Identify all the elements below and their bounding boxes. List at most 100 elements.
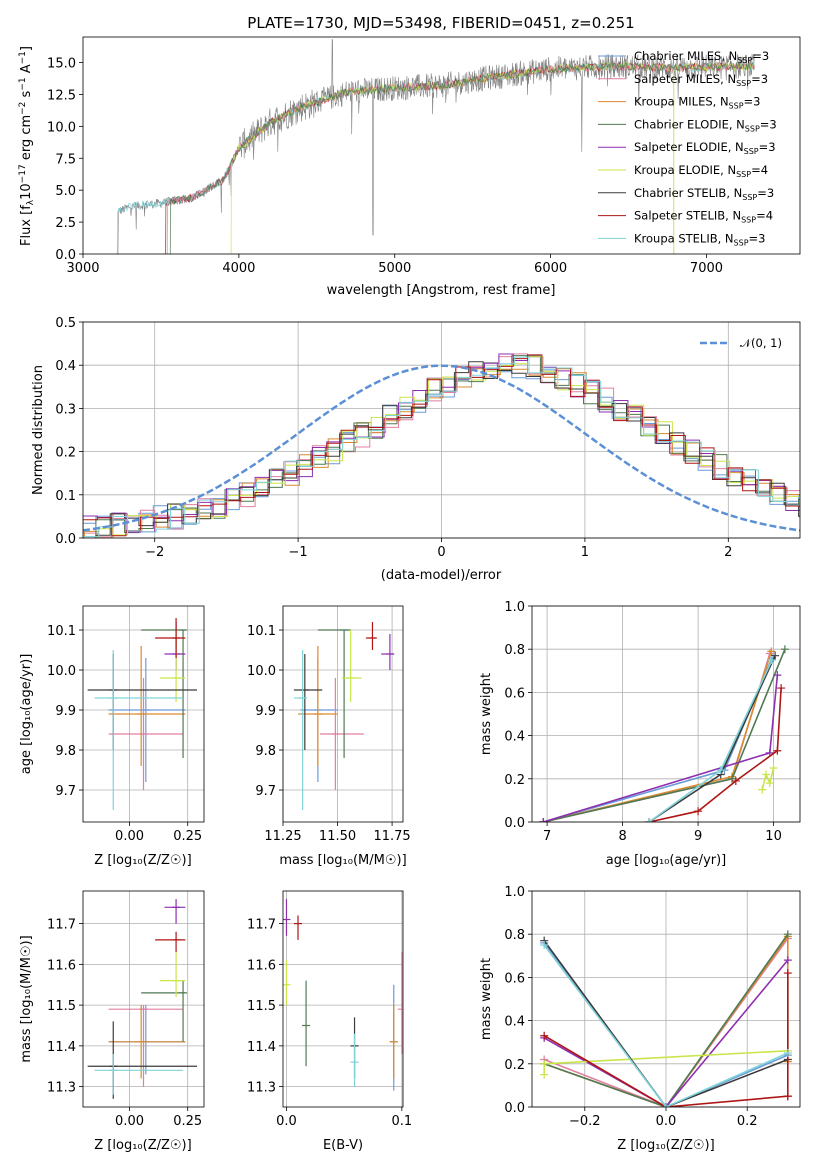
y-tick-label: 0.2 bbox=[504, 773, 525, 788]
x-tick-label: 0.25 bbox=[173, 1114, 202, 1129]
y-tick-label: 0.4 bbox=[55, 359, 76, 374]
series-line-chabrier_elodie bbox=[543, 933, 789, 1107]
series-marker-salpeter_stelib bbox=[783, 1092, 792, 1101]
plot-area bbox=[293, 622, 395, 810]
massweight-vs-Z-xlabel: Z [log₁₀(Z/Z☉)] bbox=[617, 1138, 714, 1153]
y-tick-label: 11.3 bbox=[247, 1081, 276, 1096]
series-marker-salpeter_elodie bbox=[783, 956, 792, 965]
y-tick-label: 11.7 bbox=[247, 918, 276, 933]
y-tick-label: 11.5 bbox=[247, 999, 276, 1014]
series-line-chabrier_stelib bbox=[543, 940, 789, 1107]
x-tick-label: −2 bbox=[145, 545, 164, 560]
histogram-chabrier_elodie bbox=[83, 355, 800, 538]
series-marker-salpeter_stelib bbox=[540, 1031, 549, 1040]
y-tick-label: 11.4 bbox=[47, 1040, 76, 1055]
y-tick-label: 11.6 bbox=[247, 958, 276, 973]
model-spectrum-salpeter_stelib bbox=[165, 61, 755, 254]
y-tick-label: 9.8 bbox=[55, 744, 76, 759]
x-tick-label: 10 bbox=[765, 829, 782, 844]
y-tick-label: 9.7 bbox=[255, 784, 276, 799]
series-marker-chabrier_elodie bbox=[780, 645, 789, 654]
y-tick-label: 10.1 bbox=[47, 624, 76, 639]
series-line-kroupa_stelib bbox=[543, 944, 789, 1107]
model-spectrum-chabrier_elodie bbox=[169, 61, 755, 254]
massweight-vs-Z-ylabel: mass weight bbox=[479, 958, 494, 1040]
series-marker-kroupa_elodie bbox=[540, 1070, 549, 1079]
y-tick-label: 11.5 bbox=[47, 999, 76, 1014]
series-marker-salpeter_stelib bbox=[773, 746, 782, 755]
y-tick-label: 9.8 bbox=[255, 744, 276, 759]
mass-vs-Z-panel: 0.00 0.25 11.3 11.4 11.5 11.6 11.7 Z [log₁₀(Z/Z… bbox=[19, 890, 205, 1153]
x-tick-label: 0.0 bbox=[656, 1114, 677, 1129]
y-tick-label: 0.3 bbox=[55, 402, 76, 417]
x-tick-label: 2 bbox=[724, 545, 732, 560]
plot-area bbox=[283, 899, 403, 1091]
y-tick-label: 0.0 bbox=[504, 816, 525, 831]
legend-label-kroupa_stelib: Kroupa STELIB, NSSP=3 bbox=[634, 231, 765, 247]
axes-frame bbox=[82, 890, 205, 1108]
age-vs-Z-ylabel: age [log₁₀(age/yr)] bbox=[19, 654, 34, 775]
y-tick-label: 0.6 bbox=[504, 971, 525, 986]
y-tick-label: 9.9 bbox=[255, 704, 276, 719]
series-marker-salpeter_stelib bbox=[731, 776, 740, 785]
y-tick-label: 0.8 bbox=[504, 928, 525, 943]
y-tick-label: 10.0 bbox=[247, 664, 276, 679]
y-tick-label: 1.0 bbox=[504, 885, 525, 900]
series-marker-salpeter_elodie bbox=[539, 818, 548, 822]
x-tick-label: −1 bbox=[289, 545, 308, 560]
mass-vs-EBV-panel: 0.0 0.1 11.3 11.4 11.5 11.6 11.7 E(B-V) bbox=[247, 890, 412, 1153]
y-tick-label: 11.3 bbox=[47, 1081, 76, 1096]
histogram-kroupa_elodie bbox=[84, 356, 800, 538]
histogram-salpeter_elodie bbox=[83, 353, 800, 538]
series-marker-kroupa_elodie bbox=[769, 764, 778, 772]
legend-label-salpeter_miles: Salpeter MILES, NSSP=3 bbox=[634, 72, 768, 88]
y-tick-label: 0.6 bbox=[504, 686, 525, 701]
series-line-chabrier_miles bbox=[543, 657, 773, 822]
x-tick-label: 0 bbox=[437, 545, 445, 560]
x-tick-label: 0.00 bbox=[115, 1114, 144, 1129]
legend-label-salpeter_elodie: Salpeter ELODIE, NSSP=3 bbox=[634, 140, 776, 156]
series-marker-salpeter_stelib bbox=[694, 807, 703, 816]
series-line-salpeter_miles bbox=[543, 938, 789, 1107]
y-tick-label: 5.0 bbox=[55, 184, 76, 199]
spectrum-legend: Chabrier MILES, NSSP=3 Salpeter MILES, NS… bbox=[598, 49, 777, 247]
y-tick-label: 2.5 bbox=[55, 216, 76, 231]
y-tick-label: 11.6 bbox=[47, 958, 76, 973]
series-line-kroupa_stelib bbox=[648, 659, 773, 822]
series-line-chabrier_stelib bbox=[648, 655, 776, 822]
age-vs-Z-xlabel: Z [log₁₀(Z/Z☉)] bbox=[94, 853, 191, 868]
y-tick-label: 10.1 bbox=[247, 624, 276, 639]
x-tick-label: 0.0 bbox=[276, 1114, 297, 1129]
y-tick-label: 10.0 bbox=[47, 664, 76, 679]
y-tick-label: 0.1 bbox=[55, 489, 76, 504]
series-marker-kroupa_elodie bbox=[765, 779, 774, 788]
plot-area bbox=[539, 645, 789, 822]
series-marker-kroupa_stelib bbox=[768, 656, 777, 664]
histogram-legend: 𝒩(0, 1) bbox=[700, 336, 782, 350]
x-tick-label: 7000 bbox=[690, 261, 723, 276]
normal-legend-label: 𝒩(0, 1) bbox=[740, 336, 782, 350]
y-tick-label: 0.2 bbox=[504, 1058, 525, 1073]
axes-frame bbox=[531, 890, 801, 1108]
x-tick-label: 0.00 bbox=[115, 829, 144, 844]
axes-frame bbox=[282, 605, 404, 823]
x-tick-label: 0.2 bbox=[737, 1114, 758, 1129]
series-marker-kroupa_elodie bbox=[762, 770, 771, 779]
x-tick-label: −0.2 bbox=[569, 1114, 601, 1129]
axes-frame bbox=[82, 36, 801, 255]
series-marker-chabrier_stelib bbox=[771, 651, 780, 660]
y-tick-label: 11.7 bbox=[47, 918, 76, 933]
spectrum-panel: PLATE=1730, MJD=53498, FIBERID=0451, z=0… bbox=[18, 14, 801, 298]
massweight-vs-age-xlabel: age [log₁₀(age/yr)] bbox=[606, 853, 727, 868]
histogram-chabrier_stelib bbox=[83, 361, 800, 538]
x-tick-label: 5000 bbox=[378, 261, 411, 276]
y-tick-label: 1.0 bbox=[504, 600, 525, 615]
x-tick-label: 1 bbox=[581, 545, 589, 560]
axes-frame bbox=[82, 321, 801, 539]
x-tick-label: 7 bbox=[543, 829, 551, 844]
massweight-vs-age-ylabel: mass weight bbox=[479, 673, 494, 755]
x-tick-label: 4000 bbox=[222, 261, 255, 276]
spectrum-title: PLATE=1730, MJD=53498, FIBERID=0451, z=0… bbox=[247, 14, 634, 32]
y-tick-label: 11.4 bbox=[247, 1040, 276, 1055]
